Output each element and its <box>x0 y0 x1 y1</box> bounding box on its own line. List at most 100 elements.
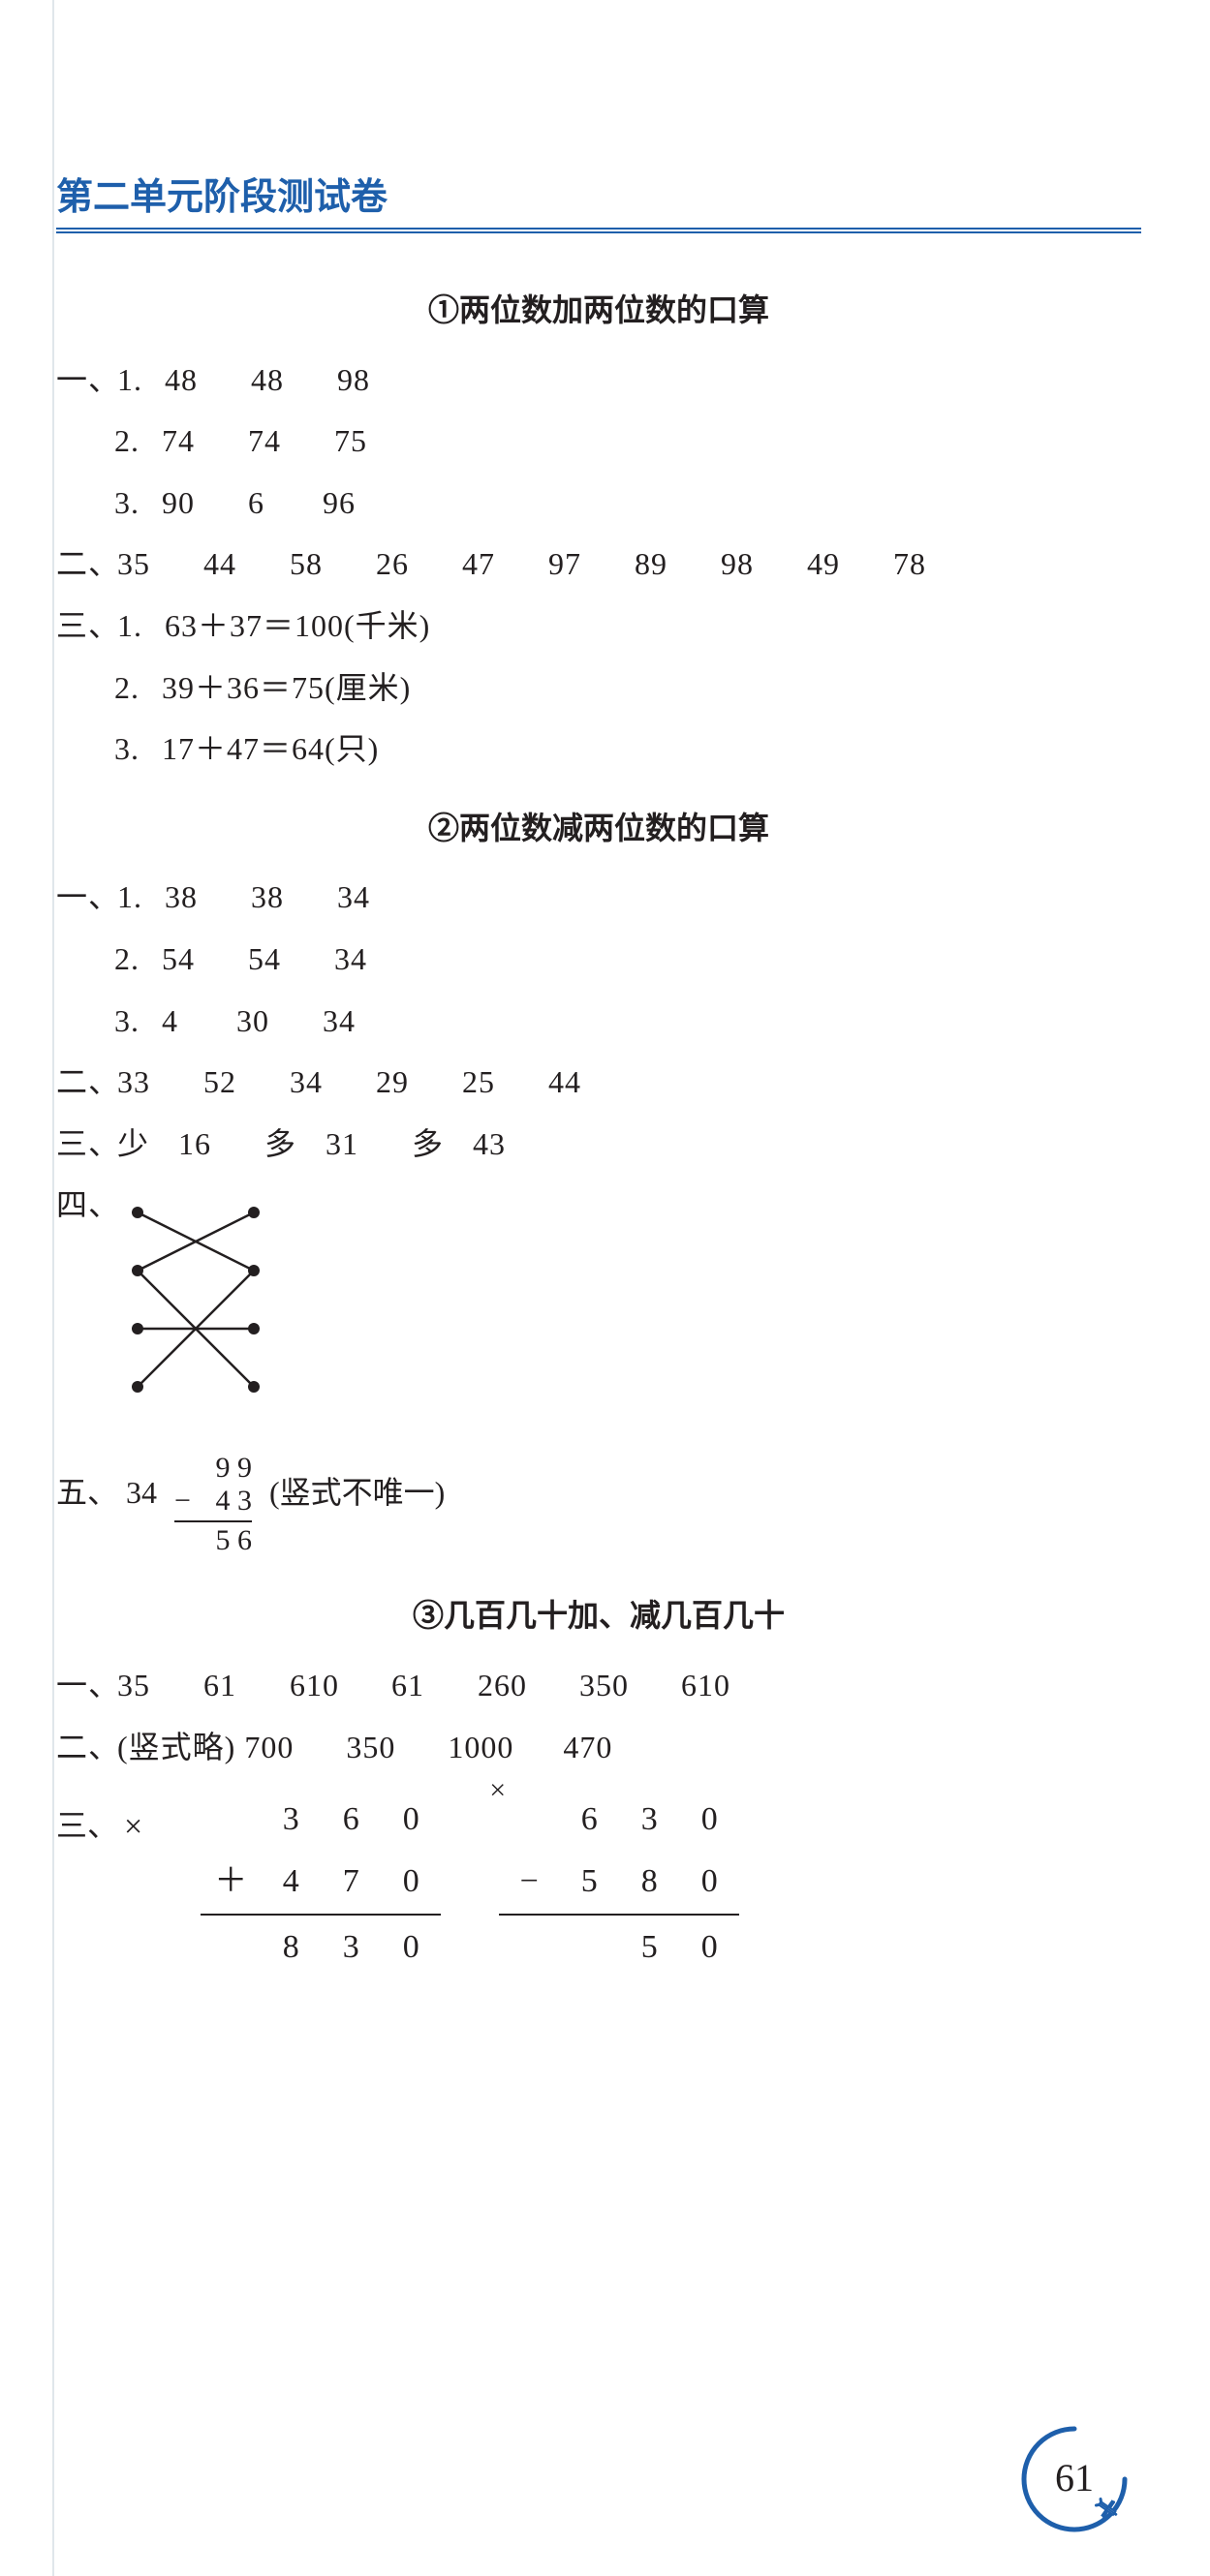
cell: 3 <box>261 1789 321 1851</box>
label-san: 三、 <box>56 1806 118 1849</box>
cell: 0 <box>381 1917 441 1978</box>
cell: 6 <box>559 1789 619 1851</box>
cell: 7 <box>321 1851 381 1913</box>
matching-diagram-svg <box>116 1195 291 1408</box>
left-margin-rule <box>52 0 54 2576</box>
item-label: 2. <box>114 668 153 709</box>
s1-san-1: 三、 1. 63＋37＝100(千米) <box>56 606 1141 647</box>
label-si: 四、 <box>56 1185 109 1226</box>
answer: 6 <box>248 483 314 524</box>
cell: 3 <box>321 1917 381 1978</box>
section1-title: ①两位数加两位数的口算 <box>56 291 1141 331</box>
item-label: 3. <box>114 483 153 524</box>
answer: 98 <box>721 544 798 585</box>
answer: 43 <box>473 1124 550 1165</box>
answer: 48 <box>251 360 328 401</box>
cell: 8 <box>261 1917 321 1978</box>
s2-wu: 五、 34 9 9 − 4 3 5 6 (竖式不唯一) <box>56 1452 1141 1558</box>
x-mark-icon: × <box>489 1771 506 1809</box>
answer: 89 <box>635 544 712 585</box>
vertical-arithmetic: 9 9 − 4 3 5 6 <box>174 1452 252 1558</box>
s2-yi-2: 2. 54 54 34 <box>56 939 1141 980</box>
cell <box>201 1917 261 1978</box>
page-number: 61 <box>1055 2456 1094 2499</box>
answer: 34 <box>323 1001 400 1042</box>
answer: 35 <box>117 1666 195 1706</box>
cell: 6 <box>321 1789 381 1851</box>
equation: 63＋37＝100(千米) <box>165 606 430 647</box>
section3-title: ③几百几十加、减几百几十 <box>56 1596 1141 1637</box>
answer: 31 <box>326 1124 403 1165</box>
label-er: 二、 <box>56 1728 109 1768</box>
s3-er: 二、 (竖式略) 700 350 1000 470 <box>56 1728 1141 1768</box>
answer: 61 <box>203 1666 281 1706</box>
vstack-top: 9 9 <box>174 1452 252 1486</box>
answer: 38 <box>251 877 328 918</box>
s1-san-3: 3. 17＋47＝64(只) <box>56 729 1141 770</box>
answer: 260 <box>478 1666 571 1706</box>
answer: 54 <box>162 939 239 980</box>
answer: 29 <box>376 1062 453 1103</box>
label-er: 二、 <box>56 1062 109 1103</box>
cell: 0 <box>679 1917 739 1978</box>
answer: 47 <box>462 544 540 585</box>
san-label-block: 三、 × <box>56 1789 142 1849</box>
answer: 33 <box>117 1062 195 1103</box>
cell: 0 <box>381 1789 441 1851</box>
answer: 97 <box>548 544 626 585</box>
answer: 58 <box>290 544 367 585</box>
s2-san: 三、 少 16 多 31 多 43 <box>56 1124 1141 1165</box>
label-er: 二、 <box>56 544 109 585</box>
vstack-op: − <box>174 1485 191 1518</box>
answer: 350 <box>579 1666 672 1706</box>
cell <box>201 1789 261 1851</box>
equation: 39＋36＝75(厘米) <box>162 668 411 709</box>
matching-diagram <box>116 1195 291 1419</box>
lead-number: 34 <box>126 1452 157 1514</box>
heading-underline <box>56 228 1141 233</box>
answer: 34 <box>290 1062 367 1103</box>
answer: 30 <box>236 1001 314 1042</box>
answer: 48 <box>165 360 242 401</box>
answer: 54 <box>248 939 326 980</box>
prefix: (竖式略) <box>117 1728 235 1768</box>
token: 少 <box>117 1124 170 1165</box>
answer: 1000 <box>448 1728 554 1768</box>
cell: 8 <box>619 1851 679 1913</box>
answer: 34 <box>334 939 412 980</box>
label-yi: 一、 <box>56 360 109 401</box>
answer: 49 <box>807 544 884 585</box>
s2-er: 二、 33 52 34 29 25 44 <box>56 1062 1141 1103</box>
answer: 96 <box>323 483 400 524</box>
answer: 61 <box>391 1666 469 1706</box>
op-cell: − <box>499 1851 559 1913</box>
section2-title: ②两位数减两位数的口算 <box>56 809 1141 849</box>
answer: 78 <box>893 544 971 585</box>
answer: 700 <box>244 1728 337 1768</box>
token: 多 <box>264 1124 317 1165</box>
answer: 44 <box>548 1062 626 1103</box>
s1-yi-3: 3. 90 6 96 <box>56 483 1141 524</box>
vstack-note: (竖式不唯一) <box>269 1452 445 1514</box>
answer: 25 <box>462 1062 540 1103</box>
label-san: 三、 <box>56 1124 109 1165</box>
s3-yi: 一、 35 61 610 61 260 350 610 <box>56 1666 1141 1706</box>
page: 第二单元阶段测试卷 ①两位数加两位数的口算 一、 1. 48 48 98 2. … <box>0 0 1210 2576</box>
heading-block: 第二单元阶段测试卷 <box>56 167 1141 233</box>
op-cell: ＋ <box>201 1851 261 1913</box>
answer: 610 <box>681 1666 774 1706</box>
answer: 38 <box>165 877 242 918</box>
s2-si: 四、 <box>56 1185 1141 1428</box>
cell: 0 <box>381 1851 441 1913</box>
item-label: 1. <box>117 606 156 647</box>
answer: 74 <box>162 421 239 462</box>
answer: 74 <box>248 421 326 462</box>
answer: 35 <box>117 544 195 585</box>
label-wu: 五、 <box>56 1452 109 1514</box>
content-area: ①两位数加两位数的口算 一、 1. 48 48 98 2. 74 74 75 3… <box>56 252 1141 1978</box>
cell <box>499 1917 559 1978</box>
answer: 34 <box>337 877 415 918</box>
cell: 3 <box>619 1789 679 1851</box>
s3-san: 三、 × 3 6 0 ＋ 4 7 0 <box>56 1789 1141 1978</box>
item-label: 3. <box>114 1001 153 1042</box>
